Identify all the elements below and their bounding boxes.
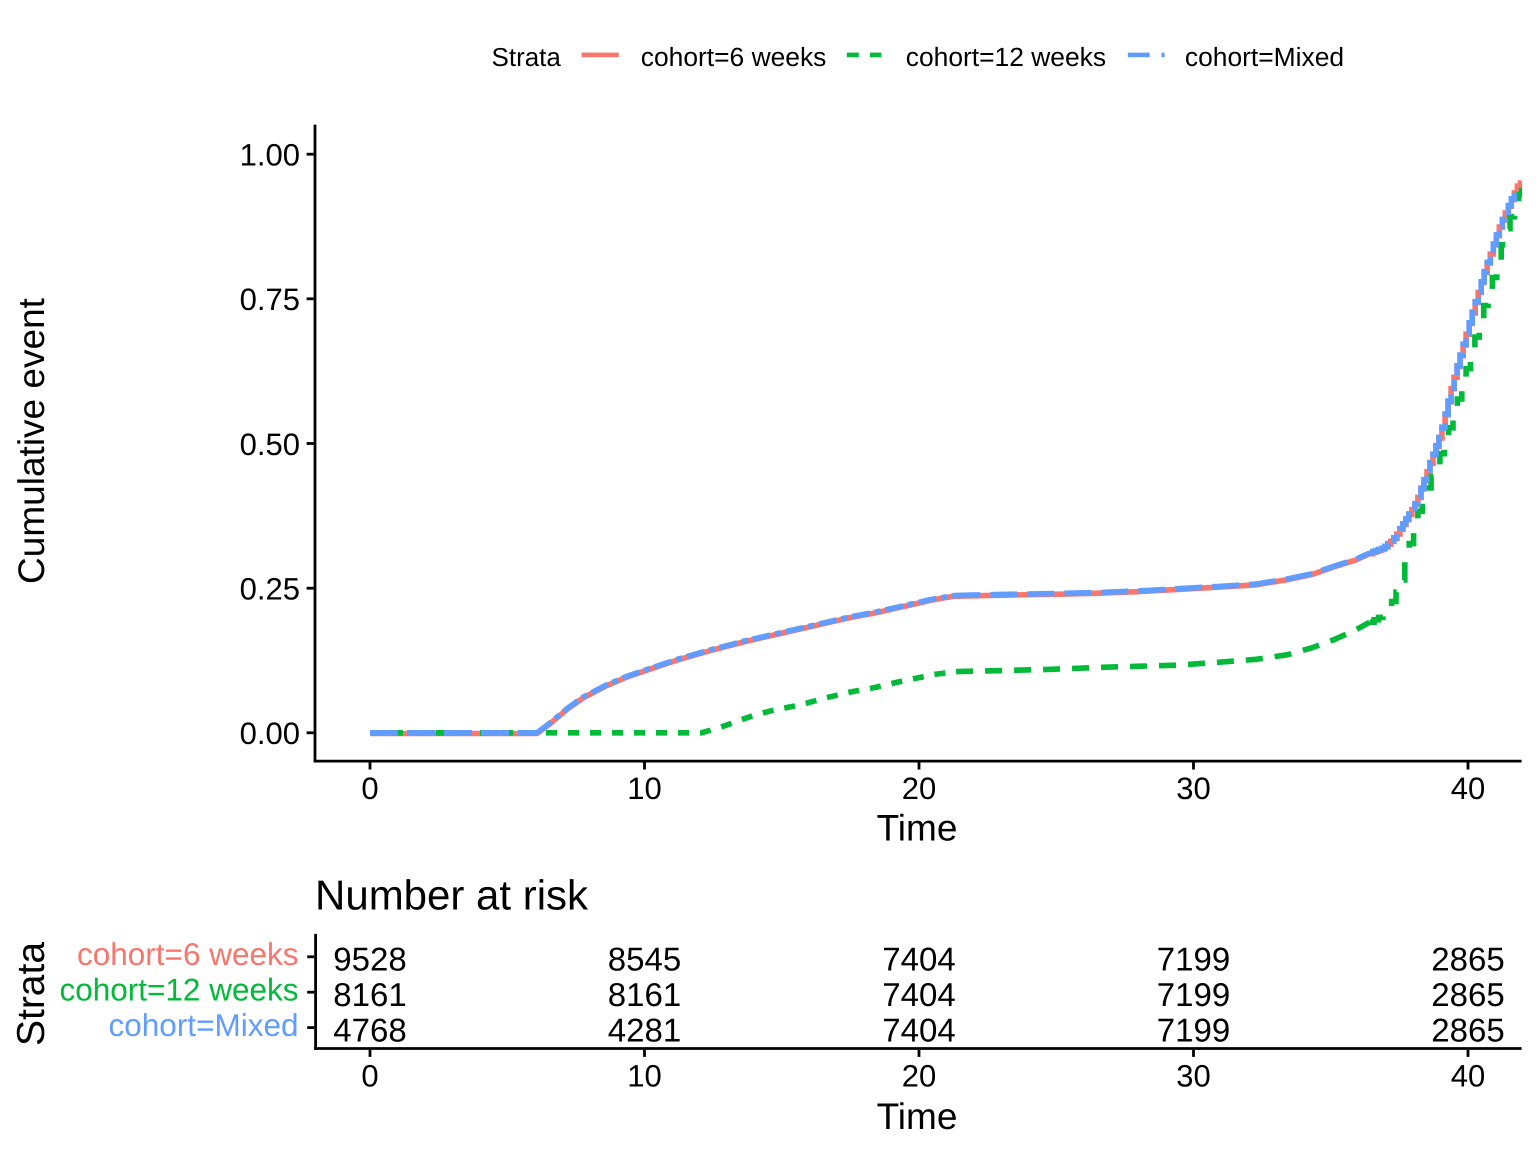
svg-text:7199: 7199 <box>1157 1011 1230 1048</box>
svg-text:0: 0 <box>361 1059 378 1094</box>
svg-text:cohort=6 weeks: cohort=6 weeks <box>77 936 299 972</box>
svg-text:10: 10 <box>627 771 661 806</box>
svg-text:2865: 2865 <box>1431 1011 1504 1048</box>
svg-text:cohort=Mixed: cohort=Mixed <box>1185 42 1344 72</box>
svg-text:4768: 4768 <box>333 1011 406 1048</box>
svg-text:2865: 2865 <box>1431 976 1504 1013</box>
svg-text:0.75: 0.75 <box>240 282 300 317</box>
svg-text:cohort=Mixed: cohort=Mixed <box>109 1007 299 1043</box>
svg-text:7404: 7404 <box>882 976 955 1013</box>
svg-text:9528: 9528 <box>333 941 406 978</box>
svg-text:4281: 4281 <box>608 1011 681 1048</box>
svg-text:0.25: 0.25 <box>240 572 300 607</box>
svg-text:40: 40 <box>1451 1059 1485 1094</box>
svg-text:cohort=6 weeks: cohort=6 weeks <box>641 42 827 72</box>
svg-text:20: 20 <box>902 771 936 806</box>
svg-text:Cumulative event: Cumulative event <box>11 297 52 584</box>
svg-text:20: 20 <box>902 1059 936 1094</box>
svg-text:cohort=12 weeks: cohort=12 weeks <box>906 42 1106 72</box>
svg-text:8161: 8161 <box>608 976 681 1013</box>
svg-text:0.00: 0.00 <box>240 716 300 751</box>
svg-text:0.50: 0.50 <box>240 427 300 462</box>
svg-text:7199: 7199 <box>1157 976 1230 1013</box>
svg-text:1.00: 1.00 <box>240 138 300 173</box>
svg-text:40: 40 <box>1451 771 1485 806</box>
svg-text:0: 0 <box>361 771 378 806</box>
svg-text:Strata: Strata <box>10 942 53 1046</box>
svg-text:Strata: Strata <box>492 42 562 72</box>
svg-text:Time: Time <box>877 808 958 849</box>
svg-text:Number at risk: Number at risk <box>315 872 589 919</box>
svg-text:30: 30 <box>1176 1059 1210 1094</box>
svg-text:7404: 7404 <box>882 1011 955 1048</box>
svg-text:2865: 2865 <box>1431 941 1504 978</box>
svg-text:30: 30 <box>1176 771 1210 806</box>
svg-text:7199: 7199 <box>1157 941 1230 978</box>
svg-text:8161: 8161 <box>333 976 406 1013</box>
svg-text:cohort=12 weeks: cohort=12 weeks <box>59 972 298 1008</box>
svg-text:Time: Time <box>877 1096 958 1137</box>
svg-text:10: 10 <box>627 1059 661 1094</box>
svg-text:8545: 8545 <box>608 941 681 978</box>
svg-text:7404: 7404 <box>882 941 955 978</box>
